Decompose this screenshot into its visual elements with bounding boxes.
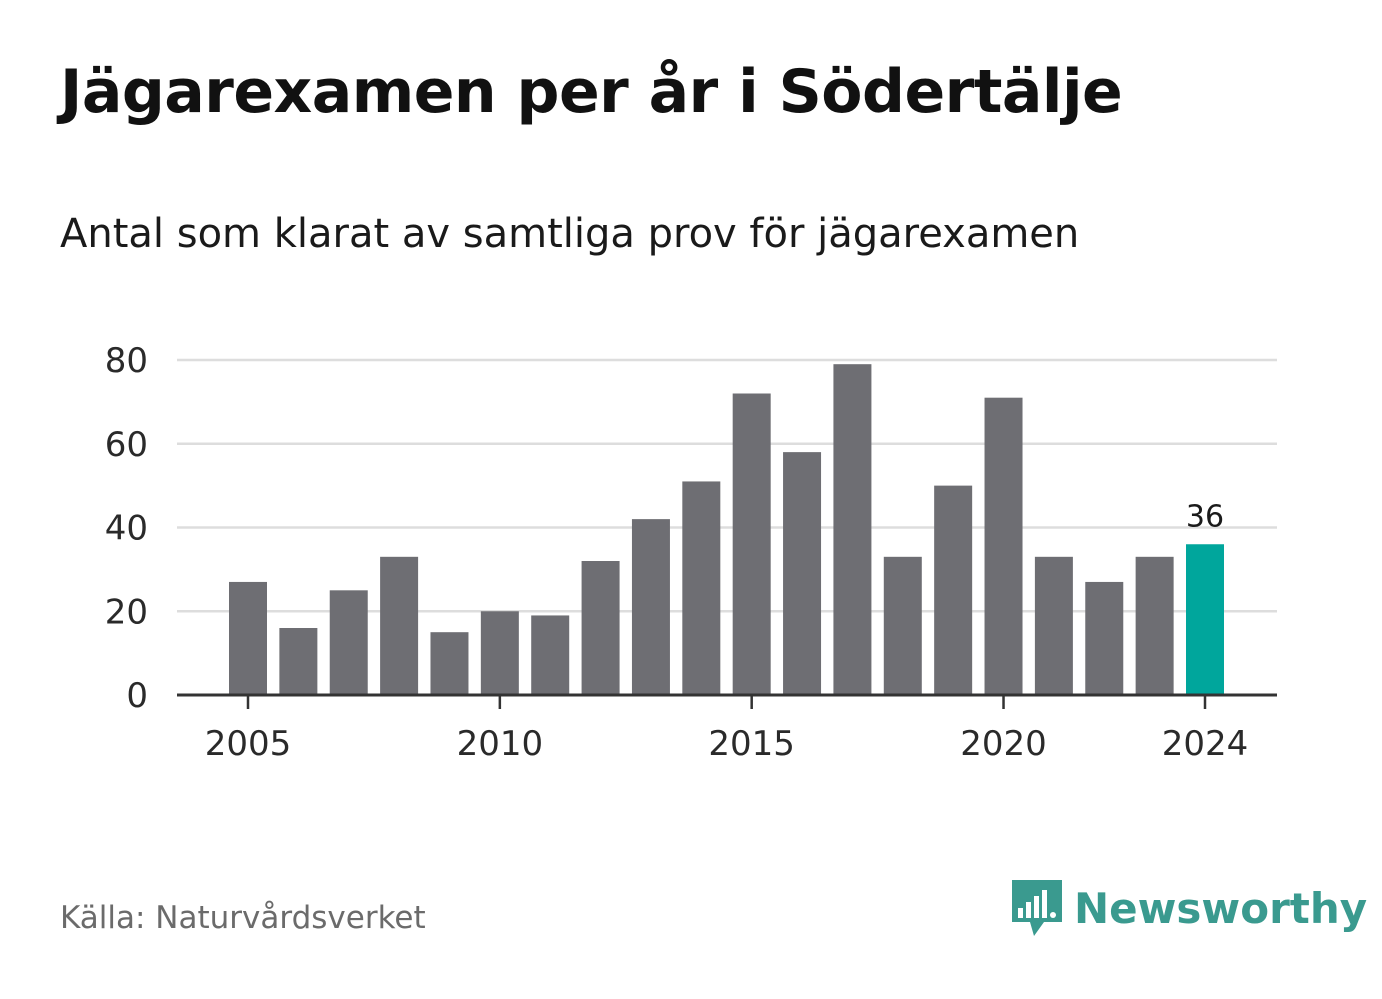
- data-labels: 36: [1186, 499, 1224, 534]
- x-axis: 2005 2010 2015 2020 2024: [177, 693, 1277, 764]
- y-tick-label: 80: [105, 341, 148, 381]
- bar-2008: [380, 556, 419, 695]
- x-tick-label: 2024: [1162, 724, 1249, 764]
- source-note: Källa: Naturvårdsverket: [60, 900, 426, 936]
- bar-2017: [833, 364, 872, 695]
- x-tick-label: 2005: [205, 724, 292, 764]
- chart-subtitle: Antal som klarat av samtliga prov för jä…: [60, 211, 1080, 257]
- brand-name: Newsworthy: [1074, 883, 1368, 933]
- x-tick-label: 2020: [960, 724, 1047, 764]
- bar-2012: [581, 561, 620, 695]
- bar-2021: [1034, 556, 1073, 695]
- y-tick-label: 60: [105, 425, 148, 465]
- y-axis: 0 20 40 60 80: [105, 341, 148, 716]
- data-label-2024: 36: [1186, 499, 1224, 534]
- newsworthy-chart-bubble-icon: [1012, 880, 1062, 936]
- bar-2006: [279, 628, 318, 695]
- bar-2015: [732, 393, 771, 695]
- bar-2016: [783, 452, 822, 695]
- bars: [229, 364, 1224, 695]
- x-tick-label: 2015: [708, 724, 795, 764]
- gridlines: [177, 358, 1277, 613]
- bar-2023: [1135, 556, 1174, 695]
- y-tick-label: 20: [105, 592, 148, 632]
- bar-2007: [329, 590, 368, 695]
- bar-2022: [1085, 581, 1124, 695]
- bar-2018: [883, 556, 922, 695]
- bar-2019: [934, 485, 973, 695]
- bar-2013: [631, 519, 670, 695]
- bar-2024: [1186, 544, 1224, 695]
- bar-2014: [682, 481, 721, 695]
- bar-2005: [229, 581, 267, 695]
- bar-2009: [430, 632, 469, 695]
- x-tick-label: 2010: [457, 724, 544, 764]
- bar-2010: [480, 611, 519, 695]
- y-tick-label: 0: [126, 676, 148, 716]
- newsworthy-logo: Newsworthy: [1010, 878, 1367, 938]
- bar-2011: [531, 615, 570, 695]
- bar-chart: 0 20 40 60 80 2005 2010 2015 2020 2024 36: [105, 341, 1277, 764]
- chart-title: Jägarexamen per år i Södertälje: [60, 57, 1123, 127]
- bar-2020: [984, 397, 1023, 695]
- y-tick-label: 40: [105, 509, 148, 549]
